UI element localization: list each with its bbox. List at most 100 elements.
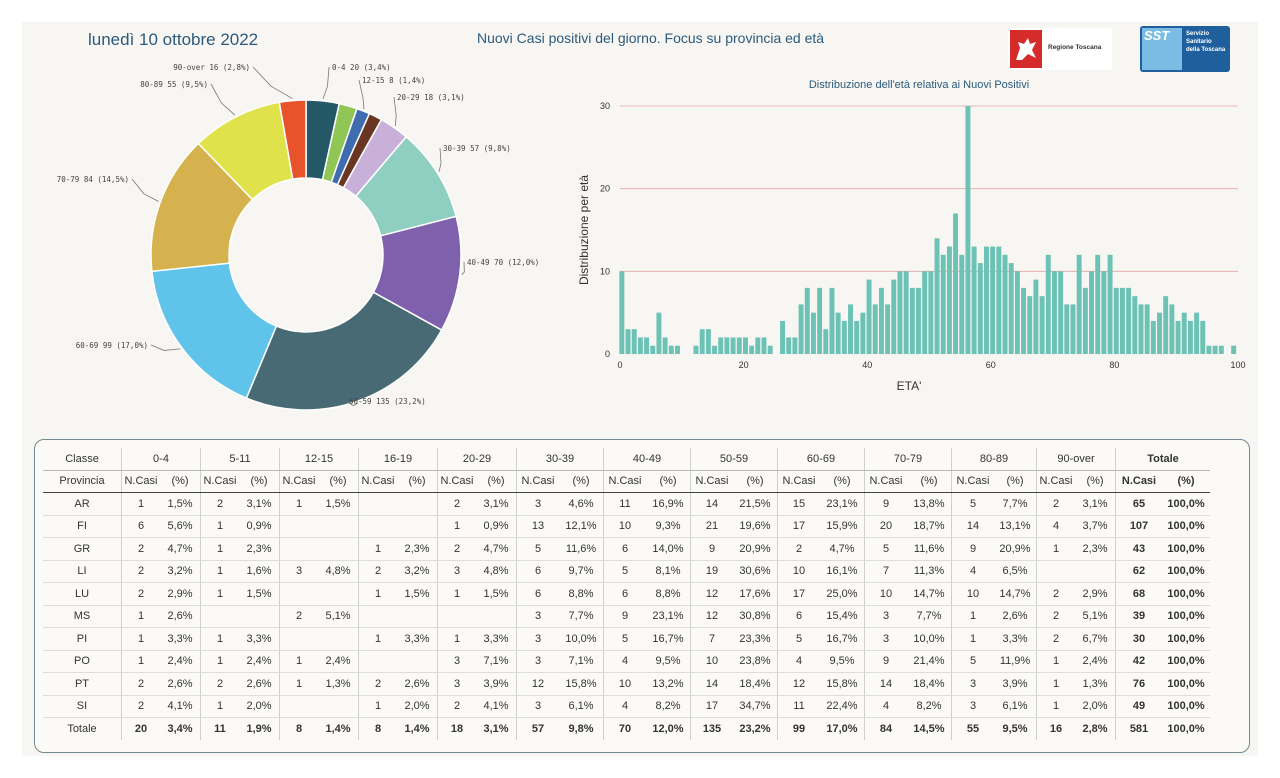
cell-pct: 3,3% <box>239 627 280 651</box>
cell-pct: 7,7% <box>559 605 604 628</box>
histogram-bar <box>829 287 835 354</box>
header-ncasi: N.Casi <box>437 470 476 493</box>
cell-ncasi: 3 <box>516 695 559 718</box>
cell-ncasi: 1 <box>200 537 239 561</box>
histogram-bar <box>866 279 872 354</box>
cell-ncasi: 4 <box>1036 515 1075 538</box>
histogram-bar <box>724 337 730 354</box>
histogram-bar <box>1206 345 1212 354</box>
cell-ncasi: 17 <box>777 582 820 606</box>
donut-label: 20-29 18 (3,1%) <box>397 93 465 102</box>
page-title: Nuovi Casi positivi del giorno. Focus su… <box>477 30 825 46</box>
cell-pct: 5,1% <box>318 605 359 628</box>
cell-pct: 2,4% <box>318 650 359 673</box>
cell-pct <box>318 627 359 651</box>
histogram-bar <box>786 337 792 354</box>
histogram-bar <box>637 337 643 354</box>
cell-ncasi: 8 <box>279 717 318 740</box>
cell-pct-totale: 100,0% <box>1162 650 1210 673</box>
header-pct: (%) <box>239 470 280 493</box>
donut-leader-line <box>461 261 465 276</box>
header-group-0-4: 0-4 <box>121 448 201 471</box>
cell-pct-totale: 100,0% <box>1162 582 1210 606</box>
histogram-bar <box>718 337 724 354</box>
sst-emblem-icon <box>1142 28 1182 70</box>
cell-pct <box>239 605 280 628</box>
cell-pct: 12,0% <box>646 717 691 740</box>
cell-ncasi: 1 <box>121 492 160 516</box>
table-row: AR 1 1,5% 2 3,1% 1 1,5% 2 3,1% 3 4,6% 11 16,9% 14 21,5… <box>43 492 1210 516</box>
histogram-bar <box>940 254 946 354</box>
province-name: LI <box>43 560 122 583</box>
cell-pct: 6,1% <box>559 695 604 718</box>
cell-pct: 15,8% <box>820 672 865 696</box>
donut-label: 0-4 20 (3,4%) <box>332 63 391 72</box>
cell-ncasi: 11 <box>200 717 239 740</box>
cell-ncasi: 1 <box>200 627 239 651</box>
histogram-bar <box>1187 320 1193 354</box>
x-tick-label: 60 <box>986 360 996 370</box>
regione-toscana-logo: Regione Toscana <box>1008 28 1112 70</box>
histogram-bar <box>1002 254 1008 354</box>
x-tick-label: 20 <box>739 360 749 370</box>
cell-pct: 17,0% <box>820 717 865 740</box>
cell-pct: 15,8% <box>559 672 604 696</box>
histogram-bar <box>1014 271 1020 354</box>
histogram-bar <box>1076 254 1082 354</box>
cell-pct: 7,1% <box>559 650 604 673</box>
cell-ncasi: 10 <box>777 560 820 583</box>
cell-ncasi: 3 <box>437 560 476 583</box>
histogram-bar <box>1051 271 1057 354</box>
histogram-bar <box>946 246 952 354</box>
cell-ncasi: 1 <box>437 582 476 606</box>
header-group-60-69: 60-69 <box>777 448 865 471</box>
cell-ncasi: 1 <box>951 605 994 628</box>
cell-pct: 1,3% <box>318 672 359 696</box>
histogram-bar <box>1039 296 1045 354</box>
cell-pct: 2,6% <box>397 672 438 696</box>
cell-ncasi: 4 <box>603 650 646 673</box>
cell-pct: 2,4% <box>239 650 280 673</box>
pegasus-flag-icon <box>1010 30 1042 68</box>
cell-pct: 3,7% <box>1075 515 1116 538</box>
cell-pct: 4,1% <box>476 695 517 718</box>
cell-ncasi: 21 <box>690 515 733 538</box>
cell-pct <box>318 515 359 538</box>
cell-pct: 4,8% <box>318 560 359 583</box>
cell-ncasi: 1 <box>951 627 994 651</box>
histogram-bar <box>996 246 1002 354</box>
cell-ncasi <box>279 537 318 561</box>
histogram-bar <box>693 345 699 354</box>
cell-pct: 30,8% <box>733 605 778 628</box>
cell-ncasi: 1 <box>121 627 160 651</box>
cell-pct: 2,6% <box>239 672 280 696</box>
histogram-bar <box>1058 271 1064 354</box>
cell-ncasi: 5 <box>951 492 994 516</box>
cell-pct: 21,5% <box>733 492 778 516</box>
cell-pct-totale: 100,0% <box>1162 492 1210 516</box>
histogram-bar <box>1181 312 1187 354</box>
table-row: MS 1 2,6% 2 5,1% 3 7,7% 9 23,1% 12 30,8% 6 15,4% 3 7,7… <box>43 605 1210 628</box>
cell-ncasi: 4 <box>777 650 820 673</box>
histogram-bar <box>631 329 637 354</box>
cell-ncasi: 10 <box>603 515 646 538</box>
cell-pct: 3,3% <box>397 627 438 651</box>
province-name: SI <box>43 695 122 718</box>
cell-pct: 7,7% <box>994 492 1037 516</box>
province-age-table: Classe 0-4 5-11 12-15 16-19 20-29 30-39 40-49 50… <box>43 448 1210 740</box>
cell-pct: 15,4% <box>820 605 865 628</box>
histogram-bar <box>755 337 761 354</box>
cell-ncasi: 5 <box>603 627 646 651</box>
cell-ncasi-totale: 30 <box>1115 627 1162 651</box>
cell-ncasi: 3 <box>437 650 476 673</box>
cell-ncasi: 6 <box>121 515 160 538</box>
dashboard-page: lunedì 10 ottobre 2022 Nuovi Casi positi… <box>22 22 1258 756</box>
cell-pct: 0,9% <box>476 515 517 538</box>
cell-ncasi: 1 <box>200 695 239 718</box>
header-group-5-11: 5-11 <box>200 448 280 471</box>
cell-pct: 2,4% <box>1075 650 1116 673</box>
histogram-bar <box>1169 304 1175 354</box>
histogram-bar <box>903 271 909 354</box>
header-ncasi: N.Casi <box>200 470 239 493</box>
cell-ncasi: 2 <box>1036 627 1075 651</box>
